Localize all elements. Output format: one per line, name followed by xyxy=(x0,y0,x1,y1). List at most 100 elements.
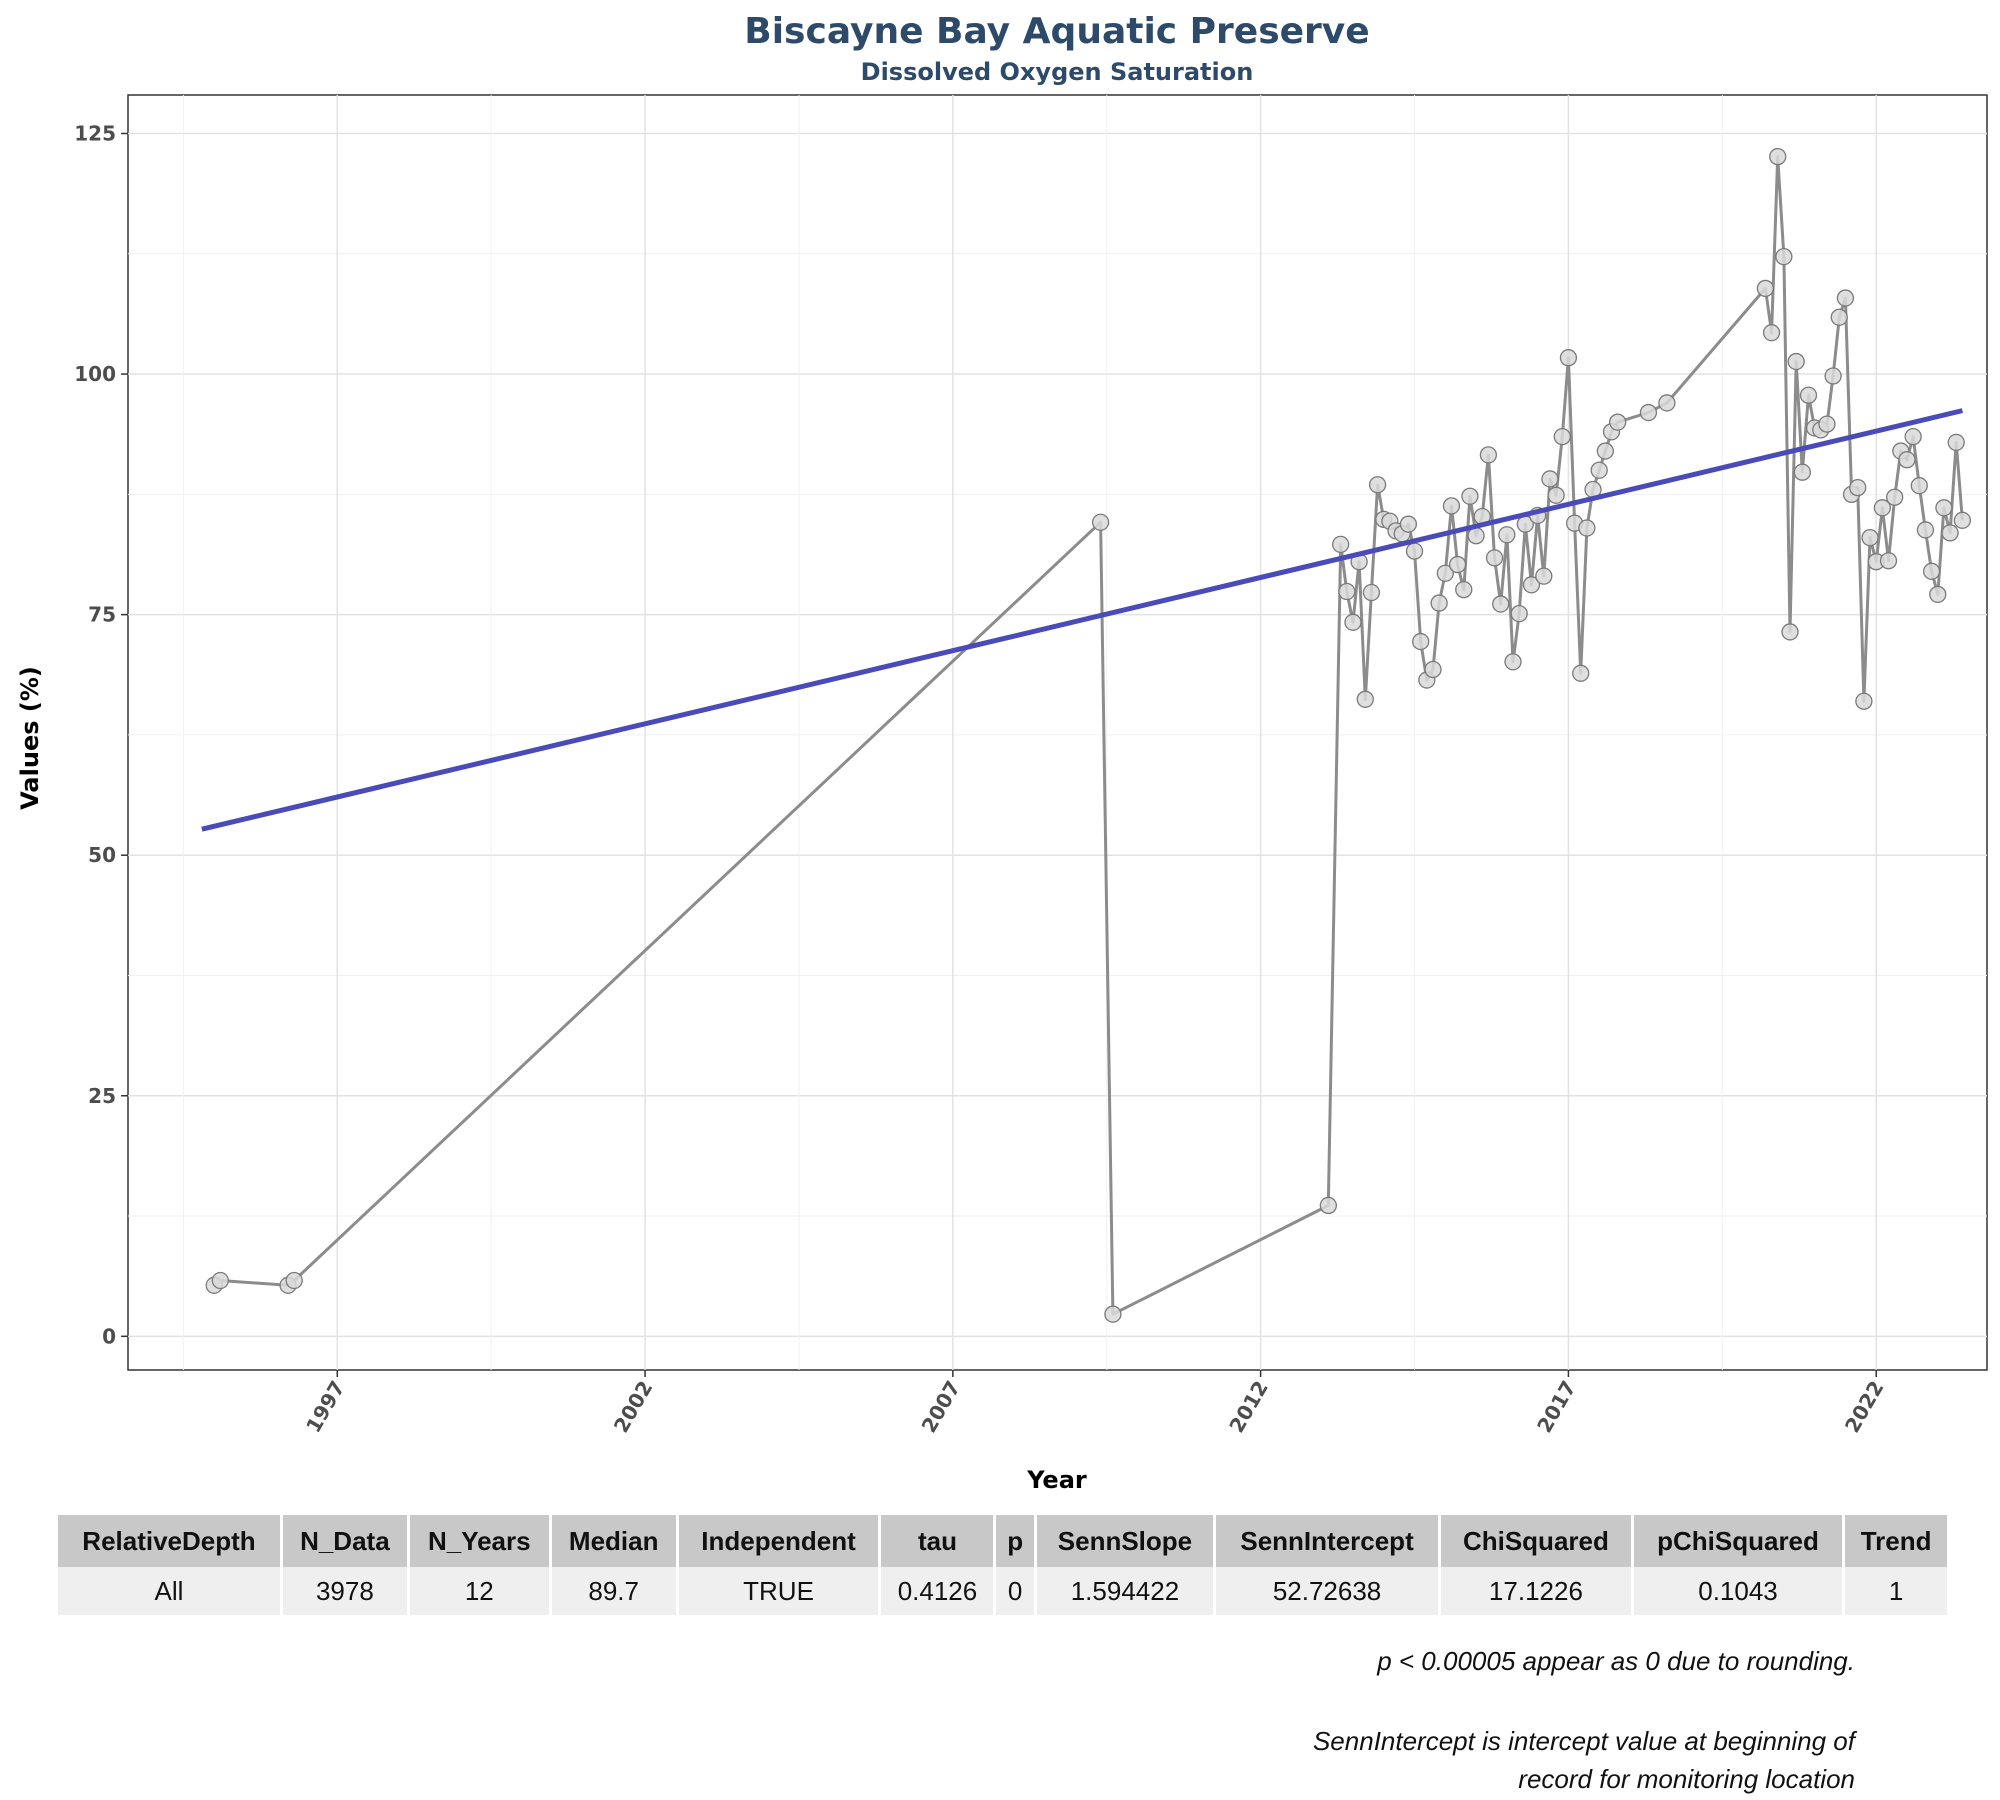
trend-line xyxy=(201,408,1963,832)
data-point xyxy=(1873,499,1892,517)
x-tick-label: 2012 xyxy=(1224,1377,1273,1437)
data-point xyxy=(1535,567,1553,585)
data-point xyxy=(1510,605,1528,623)
table-header-cell: p xyxy=(996,1515,1034,1567)
data-point xyxy=(1836,289,1855,307)
x-axis-ticks: 1997 2002 2007 2012 2017 2022 xyxy=(301,1370,1889,1437)
table-header-cell: SennIntercept xyxy=(1216,1515,1439,1567)
table-header-cell: RelativeDepth xyxy=(58,1515,280,1567)
data-point xyxy=(1344,613,1362,631)
table-body: All 3978 12 89.7 TRUE 0.4126 0 1.594422 52.72638… xyxy=(58,1567,1947,1615)
y-tick-label: 25 xyxy=(88,1084,116,1108)
data-point xyxy=(1824,367,1842,385)
data-point xyxy=(1479,446,1498,464)
table-cell: 3978 xyxy=(282,1567,407,1615)
table-cell: 17.1226 xyxy=(1441,1567,1631,1615)
data-point xyxy=(1553,427,1571,446)
data-point xyxy=(211,1271,229,1290)
table-cell: 12 xyxy=(409,1567,549,1615)
data-point xyxy=(1886,488,1904,506)
data-point xyxy=(1455,580,1473,599)
table-row: All 3978 12 89.7 TRUE 0.4126 0 1.594422 52.72638… xyxy=(58,1567,1947,1615)
table-header-cell: N_Data xyxy=(282,1515,407,1567)
data-point xyxy=(1658,394,1676,412)
table-header-row: RelativeDepth N_Data N_Years Median Independ… xyxy=(58,1515,1947,1567)
data-point xyxy=(1436,564,1454,582)
y-tick-label: 50 xyxy=(88,843,116,867)
chart-subtitle: Dissolved Oxygen Saturation xyxy=(861,58,1254,86)
x-tick-label: 2007 xyxy=(917,1377,966,1437)
data-point xyxy=(1504,653,1522,671)
data-point xyxy=(1762,324,1781,342)
table-cell: All xyxy=(58,1567,280,1615)
table-cell: 0 xyxy=(996,1567,1034,1615)
x-tick-label: 2002 xyxy=(609,1377,658,1437)
data-point xyxy=(1485,549,1504,567)
data-point xyxy=(1091,513,1110,531)
chart-title: Biscayne Bay Aquatic Preserve xyxy=(744,11,1369,52)
table-header-cell: tau xyxy=(881,1515,994,1567)
data-point xyxy=(1787,352,1805,371)
data-point xyxy=(1793,463,1811,481)
data-point xyxy=(1781,623,1799,641)
data-point xyxy=(1861,528,1879,547)
x-tick-label: 2017 xyxy=(1532,1377,1581,1437)
y-tick-label: 100 xyxy=(74,362,116,386)
data-point xyxy=(1941,524,1959,542)
table-cell: 0.1043 xyxy=(1633,1567,1843,1615)
data-point xyxy=(1935,499,1953,517)
data-point xyxy=(1830,308,1848,326)
table-header-cell: Median xyxy=(551,1515,676,1567)
y-tick-label: 75 xyxy=(88,603,116,627)
data-point xyxy=(1559,349,1578,367)
data-point xyxy=(1855,692,1873,710)
table-header-cell: Trend xyxy=(1845,1515,1947,1567)
data-point xyxy=(1368,476,1387,494)
data-point xyxy=(1399,515,1418,533)
table-cell: TRUE xyxy=(678,1567,879,1615)
y-axis-ticks: 0 25 50 75 100 125 xyxy=(74,121,128,1348)
data-point xyxy=(1338,582,1356,601)
table-header-cell: Independent xyxy=(678,1515,879,1567)
data-point xyxy=(1424,660,1442,679)
intercept-note-line-2: record for monitoring location xyxy=(1518,1764,1855,1794)
data-point xyxy=(1319,1196,1337,1215)
y-axis-title: Values (%) xyxy=(16,666,44,810)
data-point xyxy=(1547,486,1565,504)
data-point xyxy=(1916,521,1935,539)
table-header-cell: pChiSquared xyxy=(1633,1515,1843,1567)
data-point xyxy=(1461,487,1479,505)
data-point xyxy=(1596,442,1615,460)
table-cell: 52.72638 xyxy=(1216,1567,1439,1615)
p-value-note: p < 0.00005 appear as 0 due to rounding. xyxy=(1377,1646,1855,1676)
table-cell: 1.594422 xyxy=(1036,1567,1214,1615)
data-point xyxy=(1769,147,1787,166)
data-point xyxy=(1799,386,1818,404)
data-point xyxy=(1492,595,1510,613)
series-layer xyxy=(201,147,1972,1323)
data-point xyxy=(1609,413,1627,431)
data-point xyxy=(1104,1305,1122,1323)
data-point xyxy=(1947,433,1965,452)
table-header-cell: SennSlope xyxy=(1036,1515,1214,1567)
table-cell: 0.4126 xyxy=(881,1567,994,1615)
data-point xyxy=(1522,576,1541,594)
data-point xyxy=(285,1271,303,1290)
table-cell: 89.7 xyxy=(551,1567,676,1615)
data-point xyxy=(1898,451,1916,469)
data-point xyxy=(1756,279,1775,298)
data-point xyxy=(1922,562,1941,580)
data-point xyxy=(1818,415,1836,433)
data-point xyxy=(1572,664,1590,682)
data-point xyxy=(1332,535,1350,554)
x-tick-label: 2022 xyxy=(1840,1377,1889,1437)
table-header-cell: ChiSquared xyxy=(1441,1515,1631,1567)
x-axis-title: Year xyxy=(1026,1466,1087,1494)
data-point xyxy=(1498,526,1516,544)
y-tick-label: 125 xyxy=(74,121,116,145)
data-point xyxy=(1929,585,1947,604)
data-point xyxy=(1405,542,1424,560)
table-header-cell: N_Years xyxy=(409,1515,549,1567)
y-tick-label: 0 xyxy=(102,1324,116,1348)
data-point xyxy=(1412,632,1430,651)
